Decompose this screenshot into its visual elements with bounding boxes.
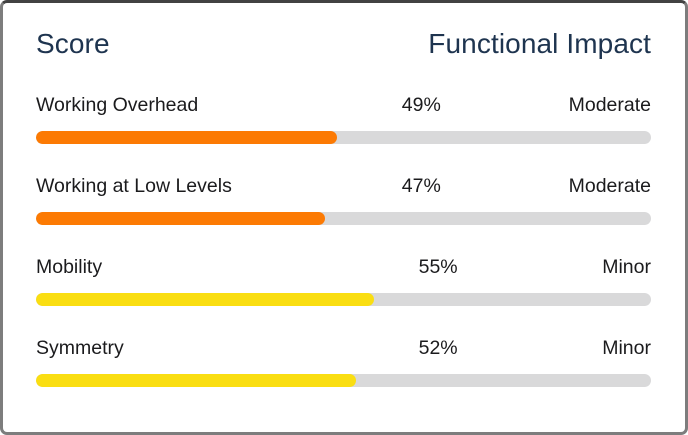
progress-track [36, 293, 651, 306]
progress-fill [36, 131, 338, 144]
progress-fill [36, 374, 356, 387]
metric-impact-label: Minor [602, 337, 651, 359]
score-column-header: Score [36, 28, 110, 59]
metric-score-value: 52% [418, 337, 458, 359]
metric-label: Symmetry [36, 337, 124, 359]
metric-text-line: Symmetry 52% Minor [36, 336, 651, 360]
card-header: Score Functional Impact [36, 27, 651, 61]
metric-row-mobility: Mobility 55% Minor [36, 255, 651, 306]
metric-impact-label: Moderate [568, 94, 651, 116]
metric-text-line: Working Overhead 49% Moderate [36, 93, 651, 117]
functional-impact-column-header: Functional Impact [428, 28, 651, 59]
metric-score-value: 49% [401, 94, 441, 116]
metric-row-working-overhead: Working Overhead 49% Moderate [36, 93, 651, 144]
metric-label: Working Overhead [36, 94, 199, 116]
progress-fill [36, 212, 326, 225]
metric-label: Mobility [36, 256, 103, 278]
metric-text-line: Working at Low Levels 47% Moderate [36, 174, 651, 198]
metric-label: Working at Low Levels [36, 175, 232, 197]
progress-track [36, 212, 651, 225]
progress-fill [36, 293, 375, 306]
progress-track [36, 131, 651, 144]
metric-text-line: Mobility 55% Minor [36, 255, 651, 279]
progress-track [36, 374, 651, 387]
metric-impact-label: Moderate [568, 175, 651, 197]
metric-row-working-at-low-levels: Working at Low Levels 47% Moderate [36, 174, 651, 225]
metric-impact-label: Minor [602, 256, 651, 278]
metric-score-value: 55% [418, 256, 458, 278]
metric-score-value: 47% [401, 175, 441, 197]
metric-row-symmetry: Symmetry 52% Minor [36, 336, 651, 387]
